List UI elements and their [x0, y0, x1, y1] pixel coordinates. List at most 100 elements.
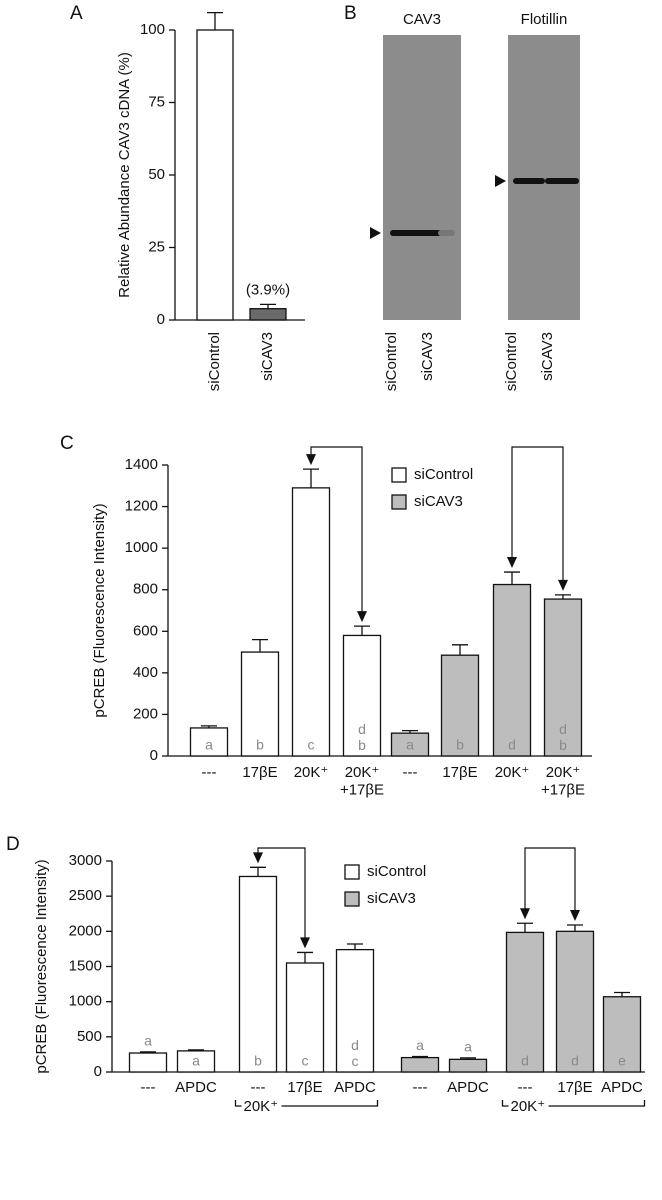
- error-bar: [412, 1055, 428, 1058]
- bar: [240, 651, 280, 757]
- error-bar: [297, 951, 313, 963]
- significance-letter: a: [205, 737, 213, 753]
- y-tick-label: 0: [157, 311, 165, 328]
- arrow: [511, 446, 564, 583]
- y-tick-label: 600: [133, 622, 158, 639]
- bar: [285, 962, 325, 1073]
- error-bar: [303, 468, 319, 488]
- group-label: 20K⁺: [511, 1098, 546, 1115]
- y-tick-label: 1500: [69, 957, 102, 974]
- error-bar: [260, 303, 276, 309]
- significance-letter: d: [508, 737, 516, 753]
- significance-letter: c: [308, 737, 315, 753]
- arrow: [310, 446, 363, 615]
- bar: [291, 487, 331, 757]
- significance-letter: a: [192, 1053, 200, 1069]
- blot-band: [390, 230, 447, 236]
- y-tick-label: 3000: [69, 852, 102, 869]
- y-tick-label: 400: [133, 664, 158, 681]
- y-tick-label: 75: [148, 93, 165, 110]
- bar: [555, 930, 595, 1073]
- y-tick-label: 1200: [125, 498, 158, 515]
- legend-swatch: [344, 891, 360, 907]
- significance-letter: c: [302, 1053, 309, 1069]
- arrowhead: [300, 937, 310, 949]
- bar: [249, 308, 287, 321]
- blot-label: CAV3: [403, 11, 441, 28]
- y-tick-label: 0: [150, 747, 158, 764]
- error-bar: [347, 943, 363, 950]
- group-label: 20K⁺: [244, 1098, 279, 1115]
- x-tick-label: 20K⁺: [294, 764, 329, 781]
- error-bar: [354, 625, 370, 636]
- blot-band: [545, 178, 579, 184]
- significance-letter: b: [254, 1053, 262, 1069]
- y-tick-label: 2500: [69, 887, 102, 904]
- arrowhead: [507, 557, 517, 569]
- error-bar: [201, 725, 217, 728]
- group-label-bg: [241, 1097, 282, 1115]
- lane-label: siControl: [503, 332, 520, 391]
- bar: [238, 875, 278, 1073]
- bar: [400, 1056, 440, 1073]
- x-tick-label: siCAV3: [259, 332, 276, 381]
- significance-letter: b: [256, 737, 264, 753]
- bar: [196, 29, 234, 321]
- blot-band: [438, 230, 455, 236]
- x-tick-label: 20K⁺ +17βE: [541, 764, 585, 798]
- blot-label: Flotillin: [521, 11, 568, 28]
- error-bar: [517, 922, 533, 933]
- error-bar: [460, 1057, 476, 1060]
- x-tick-label: 20K⁺ +17βE: [340, 764, 384, 798]
- legend-swatch: [391, 494, 407, 510]
- significance-letter: a: [144, 1033, 152, 1049]
- value-label: (3.9%): [246, 281, 290, 298]
- x-tick-label: ---: [413, 1079, 428, 1096]
- y-tick-label: 1000: [69, 993, 102, 1010]
- y-tick-label: 800: [133, 581, 158, 598]
- legend-swatch: [344, 864, 360, 880]
- error-bar: [614, 991, 630, 997]
- error-bar: [452, 644, 468, 656]
- x-tick-label: APDC: [447, 1079, 489, 1096]
- lane-label: siControl: [383, 332, 400, 391]
- x-tick-label: 17βE: [557, 1079, 592, 1096]
- error-bar: [250, 866, 266, 877]
- y-tick-label: 0: [94, 1063, 102, 1080]
- panel-label: D: [6, 834, 20, 855]
- x-tick-label: ---: [518, 1079, 533, 1096]
- y-tick-label: 200: [133, 705, 158, 722]
- y-tick-label: 50: [148, 166, 165, 183]
- lane-label: siCAV3: [419, 332, 436, 381]
- error-bar: [140, 1051, 156, 1054]
- error-bar: [207, 11, 223, 30]
- y-tick-label: 1000: [125, 539, 158, 556]
- arrowhead: [570, 910, 580, 922]
- blot-image: [383, 35, 461, 320]
- legend-label: siControl: [367, 863, 426, 880]
- arrowhead: [520, 908, 530, 920]
- significance-letter: e: [618, 1053, 626, 1069]
- bar: [505, 931, 545, 1073]
- x-tick-label: 17βE: [442, 764, 477, 781]
- arrowhead: [306, 454, 316, 466]
- x-tick-label: 17βE: [287, 1079, 322, 1096]
- panel-label: C: [60, 433, 74, 454]
- arrowhead: [558, 579, 568, 591]
- bar: [342, 634, 382, 757]
- bar: [128, 1052, 168, 1073]
- bar: [448, 1058, 488, 1073]
- bar: [335, 948, 375, 1073]
- arrow: [524, 847, 576, 914]
- band-arrowhead: [495, 175, 506, 187]
- x-tick-label: ---: [202, 764, 217, 781]
- y-tick-label: 2000: [69, 922, 102, 939]
- y-tick-label: 500: [77, 1028, 102, 1045]
- group-label-bg: [508, 1097, 549, 1115]
- legend-label: siControl: [414, 466, 473, 483]
- arrowhead: [357, 611, 367, 623]
- x-tick-label: APDC: [175, 1079, 217, 1096]
